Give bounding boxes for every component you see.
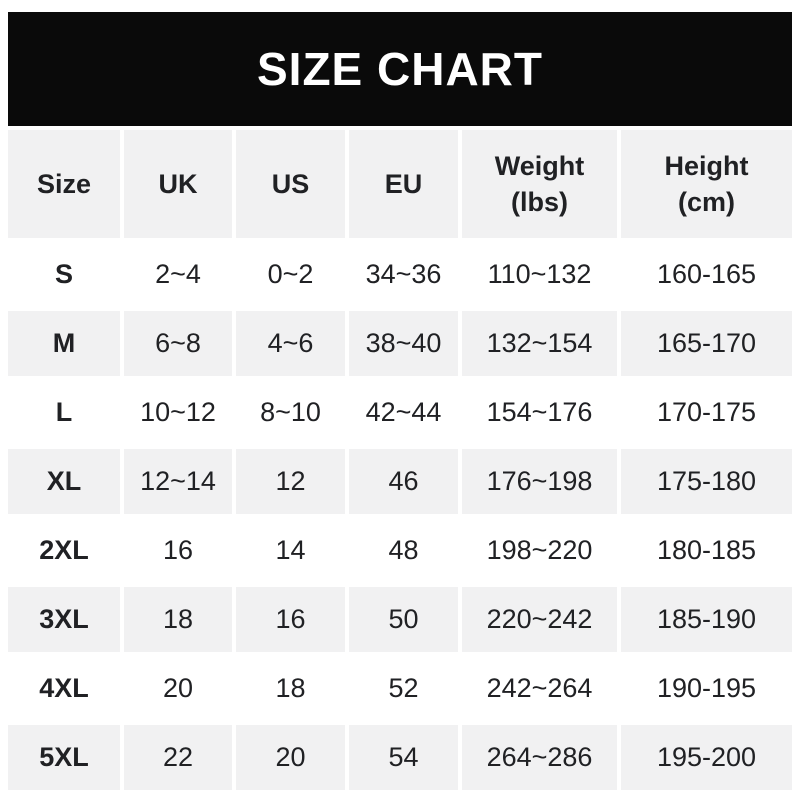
column-header-label: US [271,168,310,199]
column-header-height: Height (cm) [621,130,792,238]
table-cell: 170-175 [621,380,792,445]
row-size-label: 3XL [8,587,120,652]
column-header-uk: UK [124,130,232,238]
table-cell: 18 [236,656,345,721]
table-cell: 42~44 [349,380,458,445]
table-cell: 14 [236,518,345,583]
table-cell: 18 [124,587,232,652]
row-size-label: XL [8,449,120,514]
table-cell: 165-170 [621,311,792,376]
table-cell: 50 [349,587,458,652]
column-header-eu: EU [349,130,458,238]
table-cell: 20 [236,725,345,790]
table-cell: 10~12 [124,380,232,445]
row-size-label: 2XL [8,518,120,583]
row-size-label: S [8,242,120,307]
table-cell: 34~36 [349,242,458,307]
table-cell: 12 [236,449,345,514]
table-cell: 48 [349,518,458,583]
table-cell: 154~176 [462,380,617,445]
page-title: SIZE CHART [257,43,543,95]
row-size-label: L [8,380,120,445]
table-cell: 16 [236,587,345,652]
table-cell: 12~14 [124,449,232,514]
table-cell: 54 [349,725,458,790]
row-size-label: 5XL [8,725,120,790]
row-size-label: 4XL [8,656,120,721]
column-header-label: Height [664,150,749,181]
table-cell: 6~8 [124,311,232,376]
table-cell: 220~242 [462,587,617,652]
column-header-size: Size [8,130,120,238]
table-cell: 8~10 [236,380,345,445]
size-chart-banner: SIZE CHART [8,12,792,126]
column-header-label: UK [158,168,198,199]
table-cell: 190-195 [621,656,792,721]
table-cell: 38~40 [349,311,458,376]
table-cell: 132~154 [462,311,617,376]
table-cell: 0~2 [236,242,345,307]
column-header-label: Size [36,168,92,199]
table-cell: 175-180 [621,449,792,514]
table-cell: 2~4 [124,242,232,307]
table-cell: 160-165 [621,242,792,307]
row-size-label: M [8,311,120,376]
column-header-label: EU [384,168,423,199]
table-cell: 264~286 [462,725,617,790]
table-cell: 242~264 [462,656,617,721]
table-cell: 185-190 [621,587,792,652]
table-cell: 46 [349,449,458,514]
column-header-label: Weight [494,150,585,181]
table-cell: 16 [124,518,232,583]
column-header-us: US [236,130,345,238]
table-cell: 20 [124,656,232,721]
table-cell: 198~220 [462,518,617,583]
table-cell: 52 [349,656,458,721]
column-header-sublabel: (lbs) [511,187,568,217]
table-cell: 176~198 [462,449,617,514]
size-chart-table: Size UK US EU Weight (lbs) Height (cm) S 2~4 0~2 34… [8,130,792,790]
column-header-weight: Weight (lbs) [462,130,617,238]
column-header-sublabel: (cm) [677,187,735,217]
table-cell: 22 [124,725,232,790]
table-cell: 110~132 [462,242,617,307]
table-cell: 4~6 [236,311,345,376]
table-cell: 195-200 [621,725,792,790]
table-cell: 180-185 [621,518,792,583]
